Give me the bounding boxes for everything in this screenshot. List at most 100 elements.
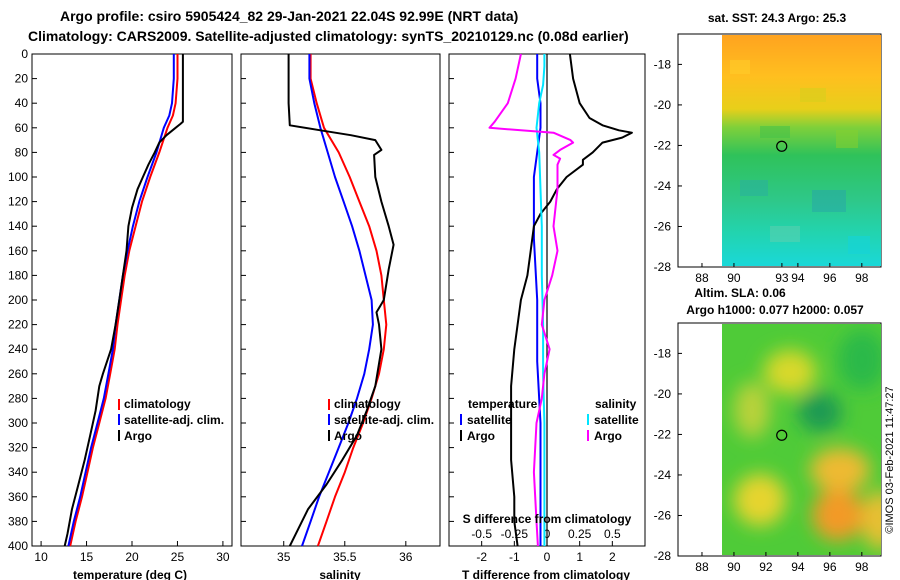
map-y-tick-label: -22 <box>654 427 672 441</box>
x-tick-label: 25 <box>171 550 185 564</box>
depth-tick-label: 80 <box>15 145 29 159</box>
sla-blob <box>734 382 770 438</box>
sla-blob <box>798 392 842 432</box>
depth-tick-label: 200 <box>8 293 28 307</box>
legend-title-salinity: salinity <box>595 397 637 411</box>
legend-label-satellite: satellite-adj. clim. <box>124 413 224 427</box>
map-x-tick-label: 88 <box>695 271 709 285</box>
sla-blob <box>862 490 881 550</box>
sla-blob <box>838 330 881 390</box>
sla-field-blobs <box>734 330 881 550</box>
depth-tick-label: 40 <box>15 96 29 110</box>
map-y-tick-label: -28 <box>654 549 672 563</box>
sst-argo-position-marker <box>776 140 788 152</box>
depth-tick-label: 0 <box>21 47 28 61</box>
depth-tick-label: 320 <box>8 441 28 455</box>
sst-patch <box>800 88 826 102</box>
series-temperature-argo <box>510 53 633 547</box>
x-tick-label: 15 <box>80 550 94 564</box>
difference-legend: temperature satellite Argo salinity sate… <box>460 397 639 443</box>
sla-map-title: Altim. SLA: 0.06 <box>694 286 786 300</box>
x-tick-label: -1 <box>509 550 520 564</box>
map-x-tick-label: 98 <box>855 271 869 285</box>
map-y-tick-label: -24 <box>654 179 672 193</box>
sst-patch <box>836 130 858 148</box>
map-x-tick-label: 96 <box>823 560 837 574</box>
sst-map-axes: 88 90 93 94 96 98 -18 -20 -22 -24 -26 -28 <box>654 57 869 285</box>
map-x-tick-label: 94 <box>791 271 805 285</box>
s-tick-label: 0.5 <box>604 527 621 541</box>
s-tick-label: -0.25 <box>501 527 529 541</box>
sla-blob <box>764 350 816 394</box>
x-tick-label: 30 <box>216 550 230 564</box>
map-y-tick-label: -22 <box>654 138 672 152</box>
map-x-tick-label: 90 <box>727 560 741 574</box>
t-difference-axis-label: T difference from climatology <box>462 568 630 580</box>
map-y-tick-label: -18 <box>654 346 672 360</box>
depth-tick-label: 140 <box>8 219 28 233</box>
map-x-tick-label: 94 <box>791 560 805 574</box>
legend-label-satellite: satellite-adj. clim. <box>334 413 434 427</box>
depth-tick-label: 340 <box>8 465 28 479</box>
map-x-tick-label: 93 <box>775 271 789 285</box>
map-y-tick-label: -20 <box>654 387 672 401</box>
sla-map-axes: 88 90 92 94 96 98 -18 -20 -22 -24 -26 -28 <box>654 346 869 574</box>
sst-patch <box>812 190 846 212</box>
s-tick-label: 0.25 <box>568 527 592 541</box>
x-tick-label: 35 <box>277 550 291 564</box>
legend-label-temp-satellite: satellite <box>467 413 512 427</box>
temperature-axis-label: temperature (deg C) <box>73 568 187 580</box>
map-y-tick-label: -26 <box>654 219 672 233</box>
header-line-1: Argo profile: csiro 5905424_82 29-Jan-20… <box>60 8 518 24</box>
s-tick-label: -0.5 <box>471 527 492 541</box>
sla-argo-position-marker <box>776 429 788 441</box>
x-tick-label: 35.5 <box>333 550 357 564</box>
map-x-tick-label: 96 <box>823 271 837 285</box>
map-x-tick-label: 90 <box>727 271 741 285</box>
depth-tick-label: 60 <box>15 121 29 135</box>
difference-plot: -2-1012-0.5-0.2500.250.5 <box>471 53 633 564</box>
sla-blob <box>810 448 870 492</box>
salinity-plot: 35 35.5 36 <box>277 54 413 564</box>
depth-tick-label: 180 <box>8 268 28 282</box>
x-tick-label: 10 <box>34 550 48 564</box>
salinity-legend: climatology satellite-adj. clim. Argo <box>328 397 434 443</box>
depth-tick-label: 300 <box>8 416 28 430</box>
x-tick-label: 2 <box>609 550 616 564</box>
series-salinity-satellite <box>535 54 546 546</box>
legend-label-argo: Argo <box>124 429 152 443</box>
depth-tick-label: 100 <box>8 170 28 184</box>
map-y-tick-label: -28 <box>654 260 672 274</box>
sst-map-title: sat. SST: 24.3 Argo: 25.3 <box>708 11 847 25</box>
series-climatology <box>309 54 388 547</box>
map-y-tick-label: -20 <box>654 98 672 112</box>
sst-patch <box>848 236 870 254</box>
sst-patch <box>770 226 800 242</box>
series-salinity-argo <box>488 53 575 547</box>
map-x-tick-label: 98 <box>855 560 869 574</box>
sla-map-subtitle: Argo h1000: 0.077 h2000: 0.057 <box>686 303 864 317</box>
legend-label-climatology: climatology <box>124 397 191 411</box>
x-tick-label: 1 <box>576 550 583 564</box>
s-difference-axis-label: S difference from climatology <box>463 512 632 526</box>
series-satellite-adj.-clim. <box>301 54 374 547</box>
depth-tick-label: 280 <box>8 391 28 405</box>
depth-tick-label: 120 <box>8 195 28 209</box>
temperature-panel-frame <box>31 53 233 547</box>
depth-tick-label: 360 <box>8 490 28 504</box>
map-y-tick-label: -18 <box>654 57 672 71</box>
sla-field <box>722 324 881 555</box>
temperature-plot: 10 15 20 25 30 <box>34 54 230 564</box>
map-y-tick-label: -24 <box>654 468 672 482</box>
legend-label-sal-argo: Argo <box>594 429 622 443</box>
series-argo <box>63 54 184 547</box>
legend-label-sal-satellite: satellite <box>594 413 639 427</box>
sst-field-texture <box>730 60 870 254</box>
x-tick-label: -2 <box>476 550 487 564</box>
depth-axis: 0 20 40 60 80 100 120 140 160 180 200 220 240 260 280 3… <box>8 47 454 553</box>
sst-patch <box>760 126 790 138</box>
map-x-tick-label: 92 <box>759 560 773 574</box>
depth-tick-label: 160 <box>8 244 28 258</box>
legend-label-temp-argo: Argo <box>467 429 495 443</box>
